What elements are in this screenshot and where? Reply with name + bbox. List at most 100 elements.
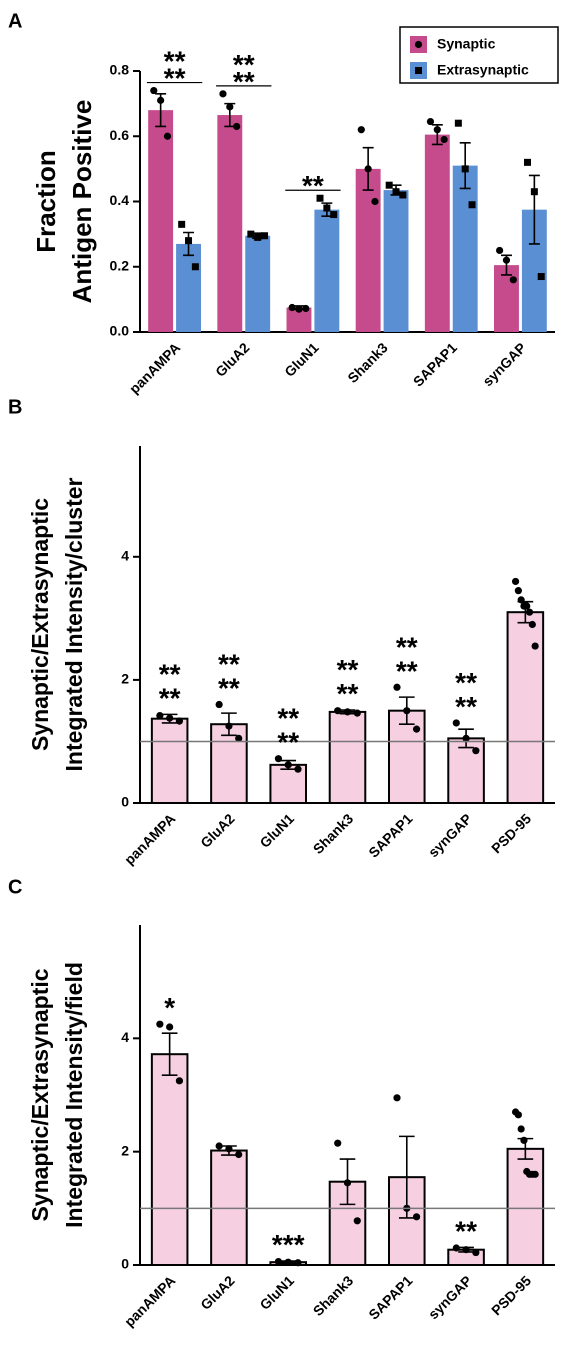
x-tick-label: Shank3 xyxy=(310,1272,357,1319)
significance-stars: ** xyxy=(277,703,299,734)
data-point xyxy=(156,1020,164,1028)
data-point xyxy=(157,96,165,104)
significance-stars: ** xyxy=(302,170,324,201)
x-tick-label: GluN1 xyxy=(256,810,297,851)
error-bar xyxy=(528,174,540,245)
bar xyxy=(494,265,519,332)
data-point xyxy=(166,1023,174,1031)
y-tick-label: 0.2 xyxy=(110,257,130,273)
data-point xyxy=(531,1170,539,1178)
bar xyxy=(217,115,243,332)
data-point xyxy=(452,1244,460,1252)
data-point xyxy=(517,596,525,604)
data-point xyxy=(235,734,243,742)
x-tick-label: GluA2 xyxy=(197,1272,238,1313)
y-tick-label: 0.6 xyxy=(110,127,130,143)
y-axis-label: Synaptic/Extrasynaptic xyxy=(27,968,53,1221)
data-point xyxy=(472,747,480,755)
y-axis-label: Integrated Intensity/field xyxy=(61,962,87,1228)
y-tick-label: 0.4 xyxy=(110,192,130,208)
data-point xyxy=(399,191,407,199)
error-bar xyxy=(398,1135,415,1219)
data-point xyxy=(524,158,532,166)
data-point xyxy=(353,709,361,717)
data-point xyxy=(284,1258,292,1266)
data-point xyxy=(235,1150,243,1159)
data-point xyxy=(517,1125,525,1133)
data-point xyxy=(225,722,233,730)
data-point xyxy=(393,1094,401,1102)
data-point xyxy=(496,246,504,255)
data-point xyxy=(254,233,262,241)
significance-stars: ** xyxy=(233,49,255,80)
bar xyxy=(383,190,409,332)
x-tick-label: Shank3 xyxy=(344,339,391,386)
y-tick-label: 0 xyxy=(121,794,129,810)
data-point xyxy=(150,86,158,95)
data-point xyxy=(392,188,400,196)
data-point xyxy=(523,602,531,610)
data-point xyxy=(323,204,331,212)
data-point xyxy=(393,683,401,691)
data-point xyxy=(412,725,421,733)
panel-label: A xyxy=(8,10,22,32)
data-point xyxy=(353,1217,361,1225)
x-tick-label: GluN1 xyxy=(256,1272,297,1313)
x-tick-label: PSD-95 xyxy=(488,1272,534,1318)
data-point xyxy=(454,119,462,127)
bar xyxy=(314,209,340,332)
data-point xyxy=(462,1246,470,1254)
significance-stars: ** xyxy=(455,1215,477,1246)
data-point xyxy=(330,211,338,219)
data-point xyxy=(334,1139,342,1147)
bar xyxy=(452,165,478,332)
data-point xyxy=(461,165,469,173)
data-point xyxy=(433,126,441,134)
panel-label: B xyxy=(8,396,22,418)
significance-stars: ** xyxy=(159,682,181,713)
data-point xyxy=(334,707,342,715)
panel-label: C xyxy=(8,876,22,898)
data-point xyxy=(295,305,303,313)
y-axis-label: Fraction xyxy=(31,150,61,253)
data-point xyxy=(509,276,517,284)
significance-stars: ** xyxy=(455,667,477,698)
data-point xyxy=(530,188,538,196)
significance-stars: ** xyxy=(396,655,418,686)
significance-stars: ** xyxy=(337,654,359,685)
significance-stars: ** xyxy=(159,658,181,689)
data-point xyxy=(274,1258,283,1266)
data-point xyxy=(514,587,522,595)
x-tick-label: GluA2 xyxy=(212,339,253,380)
significance-stars: ** xyxy=(233,66,255,97)
y-tick-label: 4 xyxy=(121,1029,129,1045)
data-point xyxy=(274,755,283,763)
x-tick-label: panAMPA xyxy=(121,810,178,867)
data-point xyxy=(531,642,539,650)
significance-stars: ** xyxy=(218,649,240,680)
data-point xyxy=(357,126,365,134)
data-point xyxy=(316,194,324,202)
data-point xyxy=(514,1111,522,1119)
y-axis-label: Integrated Intensity/cluster xyxy=(61,477,87,771)
legend-marker xyxy=(414,40,423,49)
x-tick-label: synGAP xyxy=(479,339,529,389)
data-point xyxy=(537,273,545,281)
bar xyxy=(148,110,174,333)
x-tick-label: SAPAP1 xyxy=(410,339,460,389)
data-point xyxy=(426,117,435,126)
bar xyxy=(150,1053,189,1266)
y-axis-label: Antigen Positive xyxy=(67,100,97,304)
y-tick-label: 2 xyxy=(121,671,129,687)
significance-stars: ** xyxy=(396,631,418,662)
x-tick-label: Shank3 xyxy=(310,810,357,857)
data-point xyxy=(247,230,255,238)
data-point xyxy=(178,220,186,228)
x-tick-label: synGAP xyxy=(425,810,475,860)
data-point xyxy=(294,765,302,773)
significance-stars: ** xyxy=(164,46,186,77)
data-point xyxy=(175,1077,184,1085)
y-tick-label: 0.8 xyxy=(110,62,130,78)
significance-stars: * xyxy=(164,992,175,1023)
data-point xyxy=(343,1179,352,1187)
